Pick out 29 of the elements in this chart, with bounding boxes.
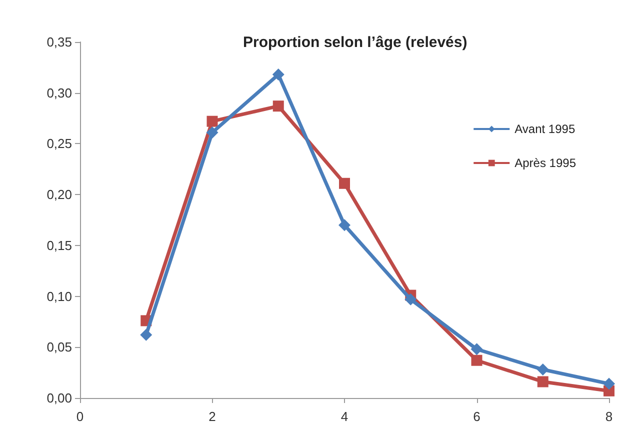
chart-title: Proportion selon l’âge (relevés) — [243, 34, 468, 51]
y-tick-label: 0,25 — [46, 136, 72, 152]
point — [338, 219, 350, 232]
legend-label: Avant 1995 — [514, 122, 576, 136]
point — [470, 343, 483, 356]
x-tick-label: 0 — [76, 409, 84, 424]
point — [536, 364, 549, 376]
point — [537, 376, 548, 388]
x-tick-label: 2 — [208, 409, 216, 424]
y-tick-label: 0,05 — [46, 340, 72, 355]
x-tick-label: 4 — [340, 409, 348, 424]
x-tick-label: 6 — [473, 409, 480, 424]
point — [603, 378, 615, 390]
point — [272, 68, 284, 81]
y-tick-label: 0,20 — [46, 187, 72, 202]
point — [140, 328, 152, 341]
point — [339, 178, 350, 189]
point — [471, 354, 482, 366]
legend-label: Après 1995 — [514, 156, 576, 170]
y-tick-label: 0,35 — [46, 34, 72, 50]
point — [272, 100, 284, 112]
y-tick-label: 0,10 — [46, 288, 72, 304]
y-tick-label: 0,15 — [46, 238, 72, 253]
y-tick-label: 0,00 — [46, 390, 72, 406]
x-tick-label: 8 — [605, 409, 613, 424]
point — [206, 126, 218, 139]
point — [404, 293, 417, 306]
point — [206, 116, 218, 127]
y-tick-label: 0,30 — [46, 85, 72, 100]
